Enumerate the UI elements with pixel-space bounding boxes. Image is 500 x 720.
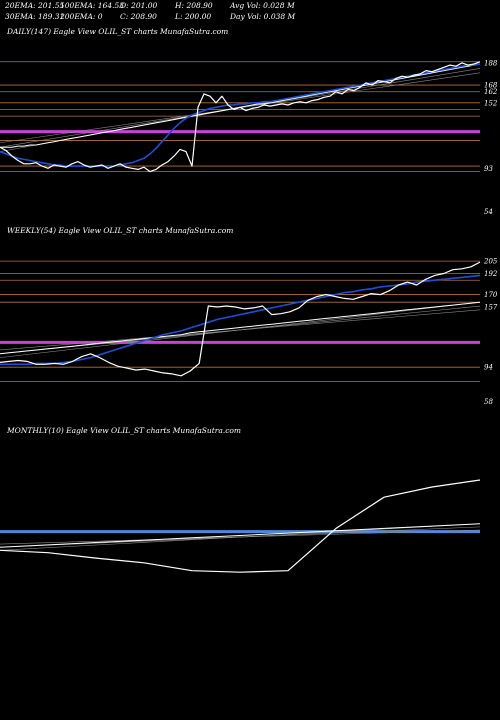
header-30ema: 30EMA: 189.31 <box>5 12 65 21</box>
tick-label: 162 <box>484 88 498 96</box>
tick-label: 94 <box>484 364 493 372</box>
tick-label: 93 <box>484 165 493 173</box>
trend-line <box>0 529 481 545</box>
trend-line <box>0 309 481 351</box>
tick-label: 192 <box>484 270 498 278</box>
header-open: O: 201.00 <box>120 1 158 10</box>
header-close: C: 208.90 <box>120 12 157 21</box>
header-100ema: 100EMA: 164.53 <box>60 1 125 10</box>
price-line <box>0 261 481 377</box>
price-line <box>0 479 481 573</box>
daily-chart-title: DAILY(147) Eagle View OLIL_ST charts Mun… <box>7 27 229 36</box>
tick-label: 188 <box>484 59 498 67</box>
tick-label: 170 <box>484 291 498 299</box>
tick-label: 157 <box>484 303 498 311</box>
ema-slow-line <box>0 523 481 548</box>
header-low: L: 200.00 <box>175 12 212 21</box>
header-200ema: 200EMA: 0 <box>60 12 103 21</box>
header-day-vol: Day Vol: 0.038 M <box>230 12 296 21</box>
header-20ema: 20EMA: 201.55 <box>5 1 65 10</box>
weekly-chart-title: WEEKLY(54) Eagle View OLIL_ST charts Mun… <box>7 226 234 235</box>
ema-fast-line <box>0 63 481 167</box>
ema-fast-line <box>0 274 481 366</box>
monthly-chart <box>0 479 481 573</box>
tick-label: 205 <box>483 258 498 266</box>
weekly-chart: 205 192 170 157 94 58 <box>0 258 498 406</box>
price-line <box>0 61 481 173</box>
monthly-chart-title: MONTHLY(10) Eagle View OLIL_ST charts Mu… <box>7 426 242 435</box>
tick-label: 58 <box>484 398 493 406</box>
header-avg-vol: Avg Vol: 0.028 M <box>230 1 295 10</box>
tick-label: 168 <box>484 82 498 90</box>
ema-slow-line <box>0 301 481 355</box>
tick-label: 54 <box>484 208 493 216</box>
tick-label: 152 <box>484 99 498 107</box>
header-high: H: 208.90 <box>175 1 213 10</box>
